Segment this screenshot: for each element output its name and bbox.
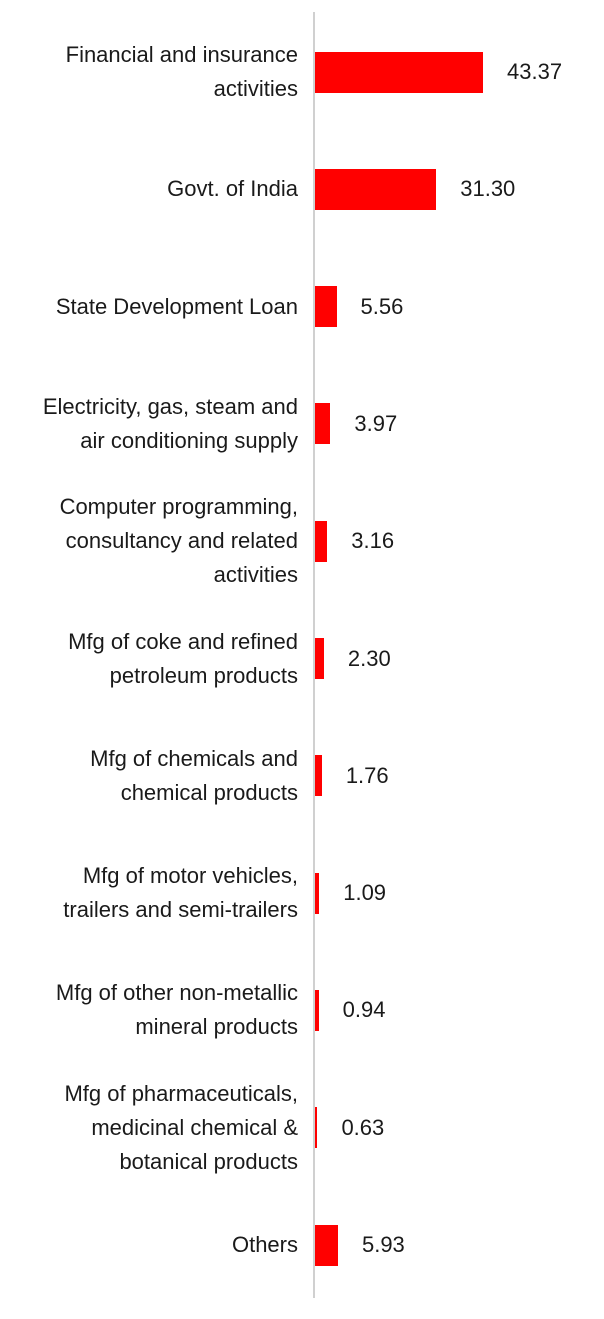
value-label: 1.09 bbox=[343, 880, 387, 906]
bar bbox=[315, 1107, 318, 1149]
category-label: Computer programming, consultancy and re… bbox=[59, 494, 298, 588]
bar bbox=[315, 755, 322, 797]
bar bbox=[315, 168, 437, 210]
value-label: 5.56 bbox=[360, 293, 404, 319]
value-label: 0.94 bbox=[342, 997, 386, 1023]
value-label: 31.30 bbox=[460, 176, 516, 202]
value-label: 2.30 bbox=[347, 645, 391, 671]
category-label: Mfg of motor vehicles, trailers and semi… bbox=[63, 863, 298, 923]
bar bbox=[315, 872, 320, 914]
category-label: Mfg of chemicals and chemical products bbox=[90, 745, 298, 805]
category-label: Mfg of pharmaceuticals, medicinal chemic… bbox=[64, 1080, 298, 1174]
bar bbox=[315, 520, 328, 562]
bar bbox=[315, 286, 337, 328]
bar bbox=[315, 403, 331, 445]
value-label: 1.76 bbox=[345, 762, 389, 788]
value-label: 5.93 bbox=[361, 1232, 405, 1257]
category-label: Mfg of coke and refined petroleum produc… bbox=[68, 628, 298, 688]
category-label: Financial and insurance activities bbox=[65, 42, 298, 101]
bar bbox=[315, 638, 324, 679]
category-label: Others bbox=[231, 1232, 298, 1257]
bar bbox=[315, 1224, 338, 1266]
value-label: 3.16 bbox=[351, 528, 395, 554]
category-label: Mfg of other non-metallic mineral produc… bbox=[55, 980, 298, 1040]
value-label: 43.37 bbox=[507, 59, 563, 84]
category-label: Electricity, gas, steam and air conditio… bbox=[42, 393, 298, 453]
category-axis-line bbox=[313, 12, 315, 1298]
value-label: 0.63 bbox=[341, 1114, 385, 1140]
value-label: 3.97 bbox=[354, 410, 398, 436]
bar bbox=[315, 989, 319, 1031]
category-label: Govt. of India bbox=[167, 176, 298, 202]
bar bbox=[315, 51, 483, 93]
category-label: State Development Loan bbox=[55, 293, 298, 319]
